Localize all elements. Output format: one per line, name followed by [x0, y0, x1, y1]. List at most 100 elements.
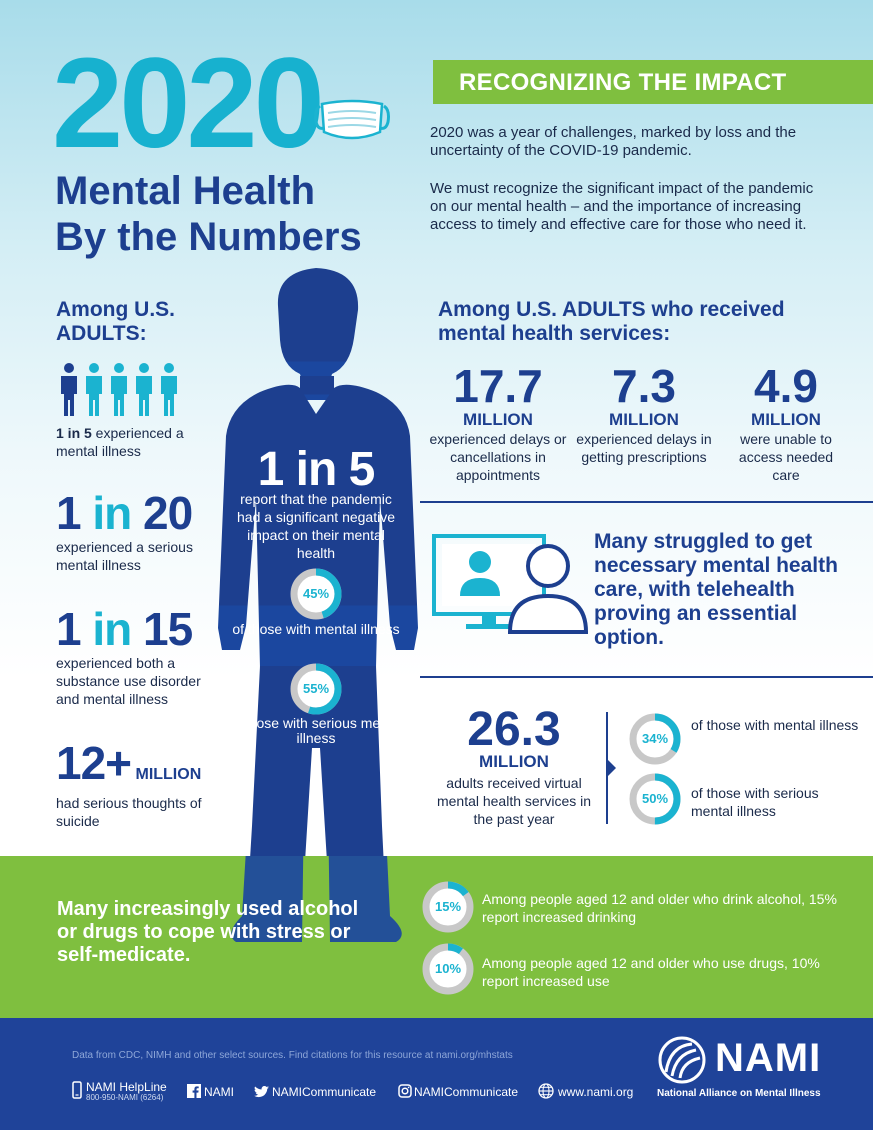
stat-2-number: 1 in 20: [56, 487, 193, 539]
service-stat-2-unit: MILLION: [609, 410, 679, 429]
nami-full-name: National Alliance on Mental Illness: [657, 1088, 821, 1099]
donut-label-15: 15%: [434, 899, 462, 914]
stat-3-den: 15: [143, 603, 193, 655]
helpline-number: 800-950-NAMI (6264): [86, 1093, 164, 1102]
nami-logo-word: NAMI: [715, 1036, 822, 1080]
facebook-link[interactable]: NAMI: [204, 1085, 234, 1099]
donut-arc: [629, 713, 681, 765]
center-donut-2-text: of those with serious mental illness: [229, 715, 403, 746]
service-stat-2-desc: experienced delays in getting prescripti…: [576, 431, 712, 465]
virtual-stat-desc: adults received virtual mental health se…: [436, 775, 592, 827]
donut-arc: [422, 881, 474, 933]
stat-2-den: 20: [143, 487, 193, 539]
donut-label-34: 34%: [641, 731, 669, 746]
substance-donut-1-text: Among people aged 12 and older who drink…: [482, 891, 837, 925]
stat-3-num: 1: [56, 603, 82, 655]
year-heading: 2020: [52, 32, 325, 175]
sources-note: Data from CDC, NIMH and other select sou…: [72, 1050, 513, 1061]
service-stat-2-num: 7.3: [612, 360, 676, 412]
service-stat-1: 17.7 MILLION experienced delays or cance…: [428, 362, 568, 484]
center-donut-1-text: of those with mental illness: [232, 621, 400, 637]
virtual-stat-number: 26.3: [467, 703, 561, 756]
helpline-link[interactable]: NAMI HelpLine: [86, 1080, 167, 1094]
donut-chart-45: [290, 568, 342, 620]
service-stat-1-unit: MILLION: [463, 410, 533, 429]
donut-arc: [422, 943, 474, 995]
stat-1-rest: experienced a mental illness: [56, 425, 184, 459]
main-title: Mental Health By the Numbers: [55, 168, 415, 260]
donut-label-10: 10%: [434, 961, 462, 976]
donut-label-50: 50%: [641, 791, 669, 806]
stat-3-text: experienced both a substance use disorde…: [56, 655, 201, 707]
person-icon: [86, 363, 102, 416]
donut-label-55: 55%: [302, 681, 330, 696]
instagram-icon: [398, 1084, 412, 1098]
divider-2: [420, 676, 873, 678]
impact-banner: RECOGNIZING THE IMPACT: [433, 60, 873, 104]
virtual-donut-1-text: of those with mental illness: [691, 717, 859, 733]
intro-paragraph-2: We must recognize the significant impact…: [430, 180, 814, 233]
website-link[interactable]: www.nami.org: [558, 1085, 634, 1099]
donut-chart-15: [422, 881, 474, 933]
substance-text: Many increasingly used alcohol or drugs …: [57, 898, 359, 966]
service-stat-3: 4.9 MILLION were unable to access needed…: [716, 362, 856, 484]
stat-4-unit: MILLION: [135, 766, 202, 783]
stat-4-num: 12+: [56, 737, 132, 789]
bracket-arrow-icon: [606, 712, 616, 824]
telehealth-text: Many struggled to get necessary mental h…: [594, 530, 838, 649]
stat-3-mid: in: [80, 603, 144, 655]
stat-1-bold: 1 in 5: [56, 425, 92, 441]
service-stat-2: 7.3 MILLION experienced delays in gettin…: [574, 362, 714, 466]
twitter-icon: [254, 1086, 269, 1098]
service-stat-1-desc: experienced delays or cancellations in a…: [429, 431, 567, 483]
service-stat-3-desc: were unable to access needed care: [738, 431, 834, 483]
stat-2-text: experienced a serious mental illness: [56, 539, 193, 573]
phone-icon: [72, 1081, 82, 1099]
donut-chart-34: [629, 713, 681, 765]
people-icons: [61, 363, 177, 416]
services-heading-bold: Among U.S. ADULTS: [438, 298, 646, 321]
donut-arc: [629, 773, 681, 825]
donut-chart-55: [290, 663, 342, 715]
center-big-stat: 1 in 5: [257, 443, 376, 496]
telehealth-monitor-icon: [432, 534, 588, 634]
impact-banner-text: RECOGNIZING THE IMPACT: [459, 69, 787, 96]
stat-3-number: 1 in 15: [56, 603, 193, 655]
service-stat-1-num: 17.7: [453, 360, 543, 412]
donut-label-45: 45%: [302, 586, 330, 601]
person-icon: [61, 363, 77, 416]
face-mask-icon: [314, 99, 390, 140]
donut-chart-10: [422, 943, 474, 995]
services-heading: Among U.S. ADULTS who received mental he…: [438, 298, 858, 346]
donut-chart-50: [629, 773, 681, 825]
stat-4-text: had serious thoughts of suicide: [56, 795, 202, 829]
service-stat-3-num: 4.9: [754, 360, 818, 412]
person-icon: [136, 363, 152, 416]
instagram-link[interactable]: NAMICommunicate: [414, 1085, 519, 1099]
facebook-icon: [187, 1084, 201, 1098]
stat-1-text: 1 in 5 experienced a mental illness: [56, 424, 196, 460]
title-line-2: By the Numbers: [55, 215, 362, 259]
donut-arc: [290, 663, 342, 715]
title-line-1: Mental Health: [55, 169, 316, 213]
silhouette-legs-overlay: [231, 856, 402, 942]
virtual-donut-2-text: of those with serious mental illness: [691, 785, 819, 819]
divider-1: [420, 501, 873, 503]
globe-icon: [538, 1083, 554, 1099]
stat-4-number: 12+ MILLION: [56, 740, 201, 786]
stat-2-num: 1: [56, 487, 82, 539]
twitter-link[interactable]: NAMICommunicate: [272, 1085, 377, 1099]
footer: [0, 1018, 873, 1130]
intro-paragraph-1: 2020 was a year of challenges, marked by…: [430, 124, 797, 159]
stat-2-mid: in: [80, 487, 144, 539]
person-icon: [161, 363, 177, 416]
services-heading-rest: who received mental health services:: [438, 298, 785, 345]
nami-logo-icon: [658, 1036, 706, 1084]
center-description: report that the pandemic had a significa…: [237, 491, 395, 561]
person-icon: [111, 363, 127, 416]
substance-donut-2-text: Among people aged 12 and older who use d…: [482, 955, 820, 989]
left-heading: Among U.S. ADULTS:: [56, 298, 175, 345]
virtual-stat-unit: MILLION: [479, 752, 549, 771]
service-stat-3-unit: MILLION: [751, 410, 821, 429]
